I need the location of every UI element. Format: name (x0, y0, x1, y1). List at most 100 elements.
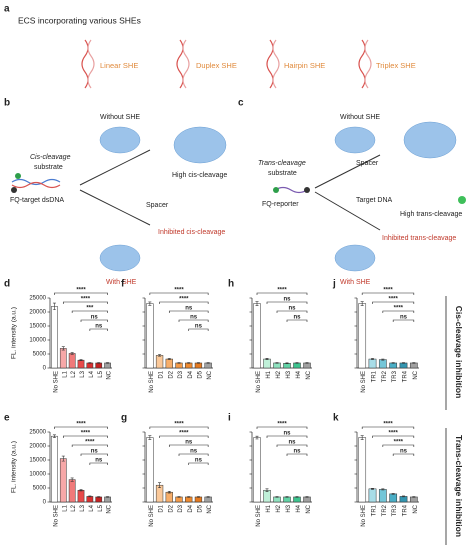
significance-bracket (188, 462, 209, 465)
bar (194, 496, 203, 503)
error-bar (52, 302, 56, 311)
error-bar (196, 496, 200, 498)
x-tick-label: H2 (276, 370, 282, 378)
error-bar (88, 495, 92, 498)
error-bar (187, 496, 191, 498)
error-bar (285, 362, 289, 364)
significance-bracket (168, 310, 209, 313)
error-bar (265, 358, 269, 361)
bar (399, 496, 408, 503)
x-tick-label: TR4 (403, 504, 409, 516)
bar (358, 303, 367, 369)
bar (68, 353, 76, 369)
panel-letter: a (4, 4, 10, 15)
significance-label: ns (190, 315, 198, 321)
error-bar (158, 354, 162, 357)
bar (273, 496, 281, 503)
x-tick-label: No SHE (149, 371, 155, 393)
bar (399, 362, 408, 369)
bar (303, 496, 311, 503)
y-tick-label: 5000 (33, 486, 47, 492)
significance-bracket (168, 444, 209, 447)
error-bar (255, 301, 259, 306)
error-bar (275, 496, 279, 498)
y-axis-label: FL. intensity (a.u.) (11, 441, 18, 493)
error-bar (196, 362, 200, 364)
error-bar (381, 358, 385, 361)
x-tick-label: TR4 (403, 370, 409, 382)
error-bar (70, 352, 74, 355)
bar (253, 303, 261, 369)
significance-label: ns (288, 306, 296, 312)
diagram-label: Target DNA (356, 197, 393, 204)
significance-bracket (54, 292, 108, 295)
significance-label: **** (85, 440, 95, 446)
bar (368, 488, 377, 503)
y-tick-label: 25000 (29, 296, 46, 302)
x-tick-label: L5 (98, 504, 104, 511)
she-label: Duplex SHE (196, 61, 237, 70)
significance-bracket (276, 444, 308, 447)
significance-label: **** (179, 297, 189, 303)
x-tick-label: TR2 (382, 370, 388, 382)
significance-bracket (71, 444, 108, 447)
x-tick-label: No SHE (361, 371, 367, 393)
bar (263, 489, 271, 503)
bar (165, 358, 173, 369)
panel-letter: b (4, 98, 10, 109)
y-tick-label: 15000 (29, 458, 46, 464)
bar (95, 362, 103, 369)
y-tick-label: 5000 (33, 352, 47, 358)
significance-label: **** (174, 288, 184, 294)
error-bar (206, 362, 210, 364)
significance-bracket (80, 319, 108, 322)
error-bar (61, 455, 65, 462)
diagram-shapes (273, 121, 466, 272)
bar (104, 362, 111, 369)
error-bar (106, 362, 110, 364)
significance-label: **** (76, 422, 86, 428)
x-tick-label: L1 (62, 504, 68, 511)
she-icons (81, 39, 372, 89)
diagram-label: substrate (268, 170, 297, 177)
y-tick-label: 20000 (29, 310, 46, 316)
she-label: Linear SHE (100, 61, 138, 70)
bar (155, 355, 164, 369)
significance-label: ns (283, 431, 291, 437)
error-bar (391, 493, 395, 495)
error-bar (402, 495, 405, 498)
diagram-label: High trans-cleavage (400, 211, 462, 218)
x-tick-label: NC (207, 504, 213, 513)
x-tick-label: L5 (98, 370, 104, 377)
bar (77, 489, 85, 503)
x-tick-label: TR2 (382, 504, 388, 516)
x-tick-label: TR1 (372, 370, 378, 382)
diagram-label: Spacer (356, 160, 379, 167)
error-bar (79, 359, 83, 362)
bar (146, 437, 154, 503)
x-tick-label: NC (413, 370, 419, 379)
side-label: Trans-cleavage inhibition (454, 435, 464, 537)
diagram-label: Inhibited cis-cleavage (158, 229, 225, 236)
panel-letter: f (121, 279, 125, 290)
significance-label: **** (81, 297, 91, 303)
significance-label: ns (293, 449, 301, 455)
error-bar (295, 362, 299, 364)
significance-label: ns (288, 440, 296, 446)
x-tick-label: No SHE (149, 505, 155, 527)
significance-label: **** (383, 422, 393, 428)
significance-label: *** (86, 306, 94, 312)
bar (68, 479, 76, 503)
error-bar (52, 434, 56, 438)
error-bar (187, 362, 191, 364)
bar (86, 362, 94, 369)
error-bar (167, 358, 171, 360)
significance-bracket (149, 426, 209, 429)
error-bar (206, 496, 210, 498)
error-bar (295, 496, 299, 498)
panel-letter: d (4, 279, 10, 290)
bar (204, 496, 212, 503)
significance-bracket (71, 310, 108, 313)
significance-bracket (188, 328, 209, 331)
significance-bracket (372, 435, 415, 438)
